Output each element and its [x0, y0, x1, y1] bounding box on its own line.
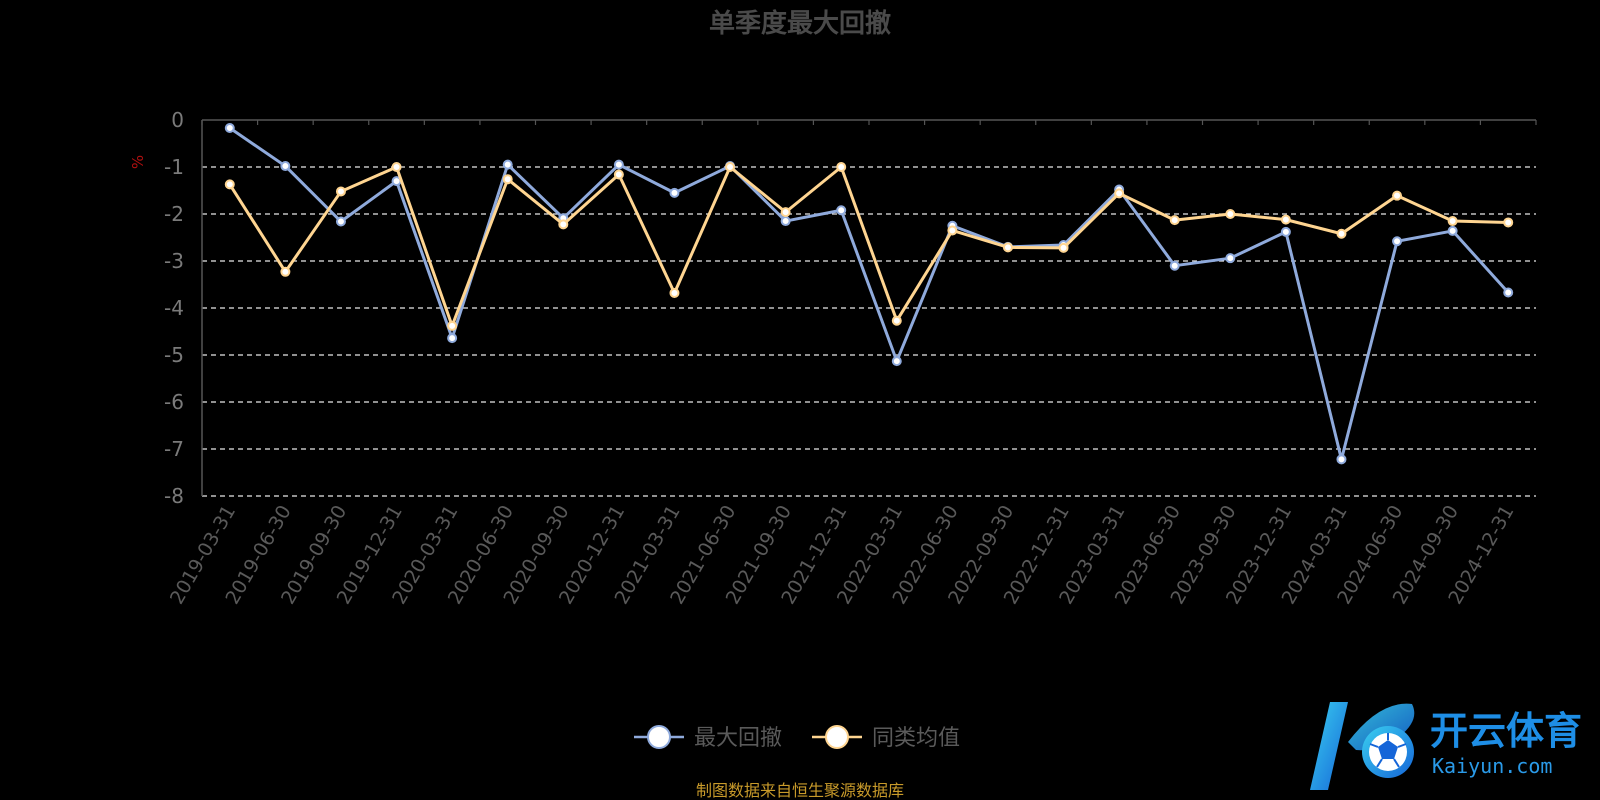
data-point[interactable]	[1336, 454, 1347, 465]
data-point[interactable]	[613, 159, 624, 170]
y-tick-label: -3	[164, 249, 184, 273]
y-tick-label: -1	[164, 155, 184, 179]
data-point[interactable]	[1336, 228, 1347, 239]
data-point[interactable]	[224, 179, 235, 190]
data-point[interactable]	[836, 162, 847, 172]
data-point[interactable]	[558, 219, 569, 230]
data-point[interactable]	[335, 216, 346, 227]
legend-item-max-drawdown[interactable]: 最大回撤	[634, 725, 782, 751]
legend-swatch-marker	[825, 725, 849, 749]
legend-label: 最大回撤	[694, 726, 782, 751]
data-point[interactable]	[1114, 188, 1125, 199]
series-line	[228, 126, 1510, 461]
data-point[interactable]	[1225, 253, 1236, 264]
data-point[interactable]	[280, 266, 291, 277]
data-point[interactable]	[502, 159, 513, 170]
data-point[interactable]	[1503, 217, 1514, 228]
y-tick-label: -7	[164, 437, 184, 461]
data-point[interactable]	[502, 174, 513, 185]
data-point[interactable]	[780, 207, 791, 218]
data-point[interactable]	[891, 356, 902, 367]
data-point[interactable]	[1002, 242, 1013, 253]
data-point[interactable]	[1447, 225, 1458, 236]
series-layer	[224, 122, 1514, 465]
legend-swatch-marker	[647, 725, 671, 749]
data-point[interactable]	[335, 186, 346, 197]
data-source-note: 制图数据来自恒生聚源数据库	[696, 781, 904, 800]
y-tick-label: -4	[164, 296, 184, 320]
data-point[interactable]	[1169, 215, 1180, 226]
data-point[interactable]	[947, 225, 958, 236]
grid-lines	[202, 166, 1536, 497]
data-point[interactable]	[1280, 226, 1291, 237]
series-1	[224, 122, 1514, 465]
data-point[interactable]	[447, 320, 458, 331]
data-point[interactable]	[1503, 287, 1514, 298]
y-tick-label: -6	[164, 390, 184, 414]
data-point[interactable]	[224, 122, 235, 133]
data-point[interactable]	[669, 287, 680, 298]
watermark: 开云体育 Kaiyun.com	[1310, 702, 1582, 790]
x-axis-tick-marks	[201, 120, 1537, 125]
data-point[interactable]	[669, 187, 680, 198]
legend-label: 同类均值	[872, 726, 960, 751]
y-axis-tick-labels: 0 -1 -2 -3 -4 -5 -6 -7 -8	[164, 108, 184, 508]
series-2	[224, 162, 1514, 331]
y-axis-unit: %	[129, 155, 147, 169]
legend: 最大回撤 同类均值	[634, 725, 960, 751]
watermark-brand-cn: 开云体育	[1430, 709, 1582, 753]
data-point[interactable]	[891, 315, 902, 326]
data-point[interactable]	[613, 169, 624, 180]
x-axis-tick-labels: 2019-03-312019-06-302019-09-302019-12-31…	[166, 501, 1519, 608]
kaiyun-logo-icon	[1310, 702, 1415, 790]
data-point[interactable]	[1280, 214, 1291, 225]
y-tick-label: -5	[164, 343, 184, 367]
data-point[interactable]	[1225, 209, 1236, 219]
data-point[interactable]	[391, 162, 402, 172]
data-point[interactable]	[1447, 216, 1458, 227]
y-tick-label: -8	[164, 484, 184, 508]
legend-item-category-average[interactable]: 同类均值	[812, 725, 960, 751]
data-point[interactable]	[447, 333, 458, 344]
data-point[interactable]	[1392, 190, 1403, 201]
data-point[interactable]	[1169, 260, 1180, 271]
data-point[interactable]	[280, 161, 291, 172]
y-tick-label: -2	[164, 202, 184, 226]
data-point[interactable]	[1392, 236, 1403, 247]
chart-title: 单季度最大回撤	[709, 8, 891, 39]
y-tick-label: 0	[171, 108, 184, 132]
series-line	[228, 165, 1509, 328]
data-point[interactable]	[1058, 242, 1069, 253]
data-point[interactable]	[780, 216, 791, 227]
data-point[interactable]	[836, 205, 847, 216]
watermark-brand-en: Kaiyun.com	[1432, 754, 1552, 778]
data-point[interactable]	[725, 162, 736, 172]
